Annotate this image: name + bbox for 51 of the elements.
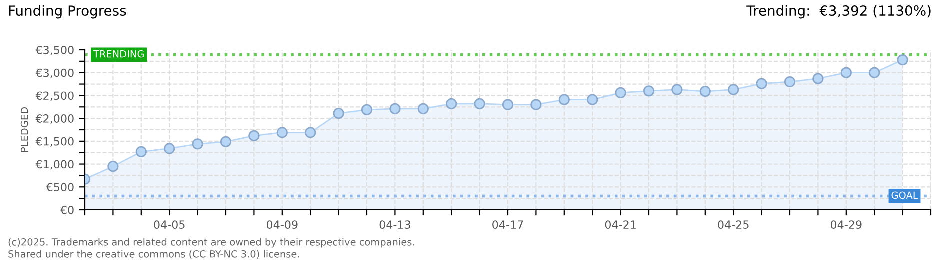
point: [502, 99, 514, 110]
text: (c)2025. Trademarks and related content are owned by their respective companies.: [8, 238, 414, 248]
point: [164, 143, 176, 154]
x-tick-label: 04-05: [154, 220, 185, 230]
x-tick-label: 04-21: [605, 220, 636, 230]
point: [305, 127, 316, 138]
y-tick-label: €1,000: [36, 160, 74, 170]
point: [361, 104, 373, 116]
y-tick-label: €3,000: [36, 68, 74, 78]
point: [276, 127, 288, 138]
point: [390, 103, 401, 115]
y-tick-label: €0: [60, 206, 74, 214]
point: [700, 86, 711, 98]
point: [530, 99, 542, 110]
point: [220, 136, 232, 148]
chart-subtitle: Trending: €3,392 (1130%): [746, 5, 931, 19]
x-tick-label: 04-13: [380, 220, 410, 230]
point: [108, 161, 119, 172]
x-tick-label: 04-29: [830, 220, 862, 230]
x-tick-label: 04-25: [718, 220, 749, 230]
point: [784, 76, 796, 88]
point: [474, 98, 486, 110]
y-tick-label: €1,500: [36, 137, 74, 147]
y-tick-label: €3,500: [36, 46, 74, 56]
point: [333, 108, 344, 120]
point: [248, 130, 260, 142]
chart-title: Funding Progress: [9, 5, 126, 19]
point: [756, 78, 768, 90]
text: Shared under the creative commons (CC BY-NC 3.0) license.: [8, 250, 300, 259]
point: [192, 138, 204, 150]
point: [446, 98, 458, 110]
point: [728, 84, 740, 96]
point: [418, 103, 429, 115]
y-tick-label: €2,000: [36, 114, 74, 124]
point: [136, 146, 147, 158]
point: [672, 84, 683, 96]
point: [558, 94, 570, 106]
ref-line-label: TRENDING: [93, 50, 144, 58]
point: [812, 73, 824, 84]
y-axis-title: PLEDGED: [20, 108, 28, 152]
y-tick-label: €2,500: [36, 92, 74, 102]
point: [897, 54, 908, 66]
point: [869, 67, 880, 78]
point: [615, 87, 626, 99]
y-tick-label: €500: [46, 183, 74, 192]
point: [643, 86, 655, 97]
x-tick-label: 04-17: [492, 220, 524, 230]
point: [587, 94, 598, 106]
point: [840, 67, 852, 78]
ref-line-label: GOAL: [892, 192, 918, 200]
x-tick-label: 04-09: [266, 220, 298, 230]
